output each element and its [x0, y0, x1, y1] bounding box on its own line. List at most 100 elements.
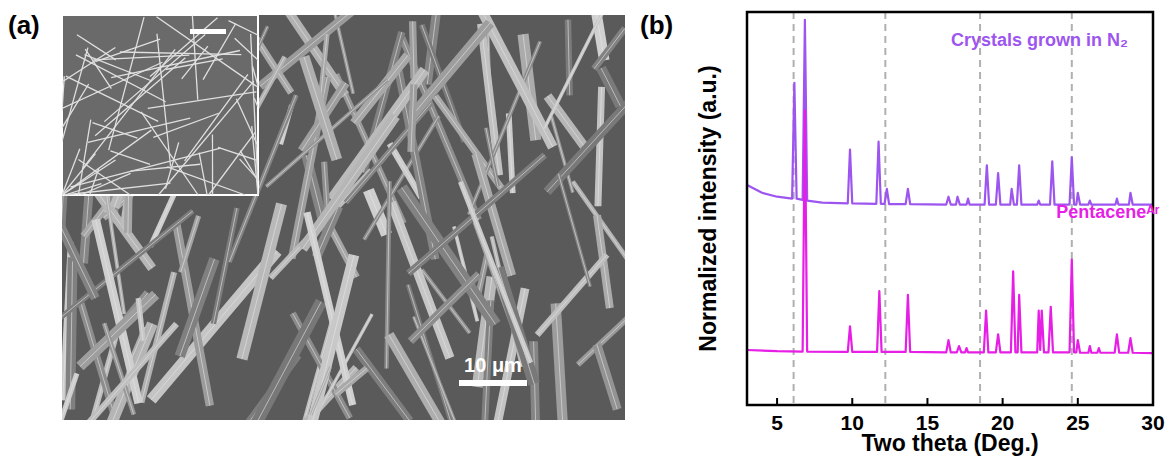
scale-bar-label: 10 μm [464, 354, 522, 376]
inset-fiber [131, 164, 201, 171]
inset-fiber [64, 183, 170, 195]
inset-fiber [153, 113, 218, 137]
crystal [537, 255, 607, 335]
reference-line [979, 12, 981, 405]
crystal [408, 155, 544, 273]
inset-fiber [62, 48, 88, 142]
figure: (a)10 μm(b)51015202530Two theta (Deg.)No… [0, 0, 1170, 459]
inset-fiber [85, 55, 152, 81]
crystal [62, 225, 95, 298]
crystal-edge [304, 57, 337, 160]
series-line [747, 20, 1153, 205]
inset-fiber [110, 151, 150, 165]
crystal-edge [242, 204, 282, 359]
inset-fiber [66, 76, 158, 121]
y-axis-title: Normalized intensity (a.u.) [695, 65, 721, 351]
inset-scale-bar [190, 29, 226, 34]
crystal [63, 324, 177, 420]
crystal [180, 259, 215, 356]
crystal-edge [597, 344, 617, 409]
panel-label: (a) [8, 10, 40, 40]
inset-fiber [209, 132, 256, 195]
inset-fiber [62, 47, 115, 82]
crystal [304, 57, 337, 160]
crystal-edge [308, 255, 354, 420]
crystal-edge [601, 68, 620, 106]
crystal-edge [63, 324, 177, 420]
inset-fiber [158, 81, 253, 195]
crystal [302, 116, 395, 249]
crystal [544, 15, 610, 129]
crystal-edge [62, 374, 77, 420]
crystal [354, 55, 408, 123]
x-tick [926, 398, 928, 405]
crystal-edge [411, 84, 414, 152]
inset-fiber [253, 66, 258, 86]
x-tick [851, 398, 853, 405]
crystal [242, 204, 282, 359]
crystal-edge [537, 255, 607, 335]
crystal [412, 23, 490, 115]
crystal [138, 298, 143, 341]
crystal [486, 128, 498, 187]
crystal-edge [138, 298, 143, 341]
reference-line [793, 12, 795, 405]
x-axis-title: Two theta (Deg.) [861, 430, 1038, 456]
crystal [249, 302, 321, 420]
sem-image [62, 15, 625, 420]
crystal-edge [181, 216, 199, 272]
crystal [556, 303, 567, 420]
crystal-edge [558, 174, 590, 287]
crystal [62, 374, 77, 420]
crystal [335, 368, 367, 394]
crystal [213, 208, 236, 324]
crystal-edge [311, 367, 330, 415]
crystal [601, 68, 620, 106]
crystal-edge [413, 21, 414, 78]
inset-fiber [88, 118, 190, 142]
crystal [410, 274, 479, 341]
crystal-edge [544, 15, 610, 129]
crystal-edge [460, 182, 530, 363]
crystal-edge [249, 302, 321, 420]
inset-fiber [104, 35, 205, 122]
inset-fiber [185, 74, 248, 161]
inset-fiber [229, 21, 258, 35]
inset-fiber [199, 153, 207, 195]
panel-label: (b) [640, 10, 673, 40]
series-line [747, 110, 1153, 353]
crystal-edge [412, 23, 490, 115]
inset-fiber [62, 84, 89, 128]
inset-fiber [254, 98, 258, 107]
inset-fiber [157, 34, 171, 166]
crystal [594, 28, 625, 69]
crystal-edge [213, 208, 236, 324]
series-label: Pentaceneᴬʳ [1056, 202, 1160, 222]
crystal [460, 182, 530, 363]
x-tick [1077, 398, 1079, 405]
inset-fiber [165, 142, 178, 188]
crystal-edge [556, 303, 567, 420]
crystal-edge [141, 272, 174, 402]
crystal-edge [598, 87, 602, 206]
inset-fiber [235, 38, 258, 60]
crystal [597, 344, 617, 409]
crystal-edge [410, 274, 479, 341]
inset-fiber [78, 160, 130, 195]
x-tick [1152, 398, 1154, 405]
inset-fiber [212, 134, 213, 195]
inset-fiber [77, 35, 116, 60]
x-tick-label: 30 [1141, 411, 1164, 434]
inset-fiber [192, 16, 197, 100]
crystal [308, 255, 354, 420]
crystal-edge [354, 55, 408, 123]
crystal [598, 87, 602, 206]
x-tick [776, 398, 778, 405]
crystal [311, 367, 330, 415]
inset-fiber [62, 130, 151, 195]
inset-fiber [93, 55, 189, 60]
crystal-edge [408, 155, 544, 273]
crystal [558, 174, 590, 287]
inset-fiber [182, 46, 208, 79]
series-label: Crystals grown in N₂ [951, 30, 1128, 50]
